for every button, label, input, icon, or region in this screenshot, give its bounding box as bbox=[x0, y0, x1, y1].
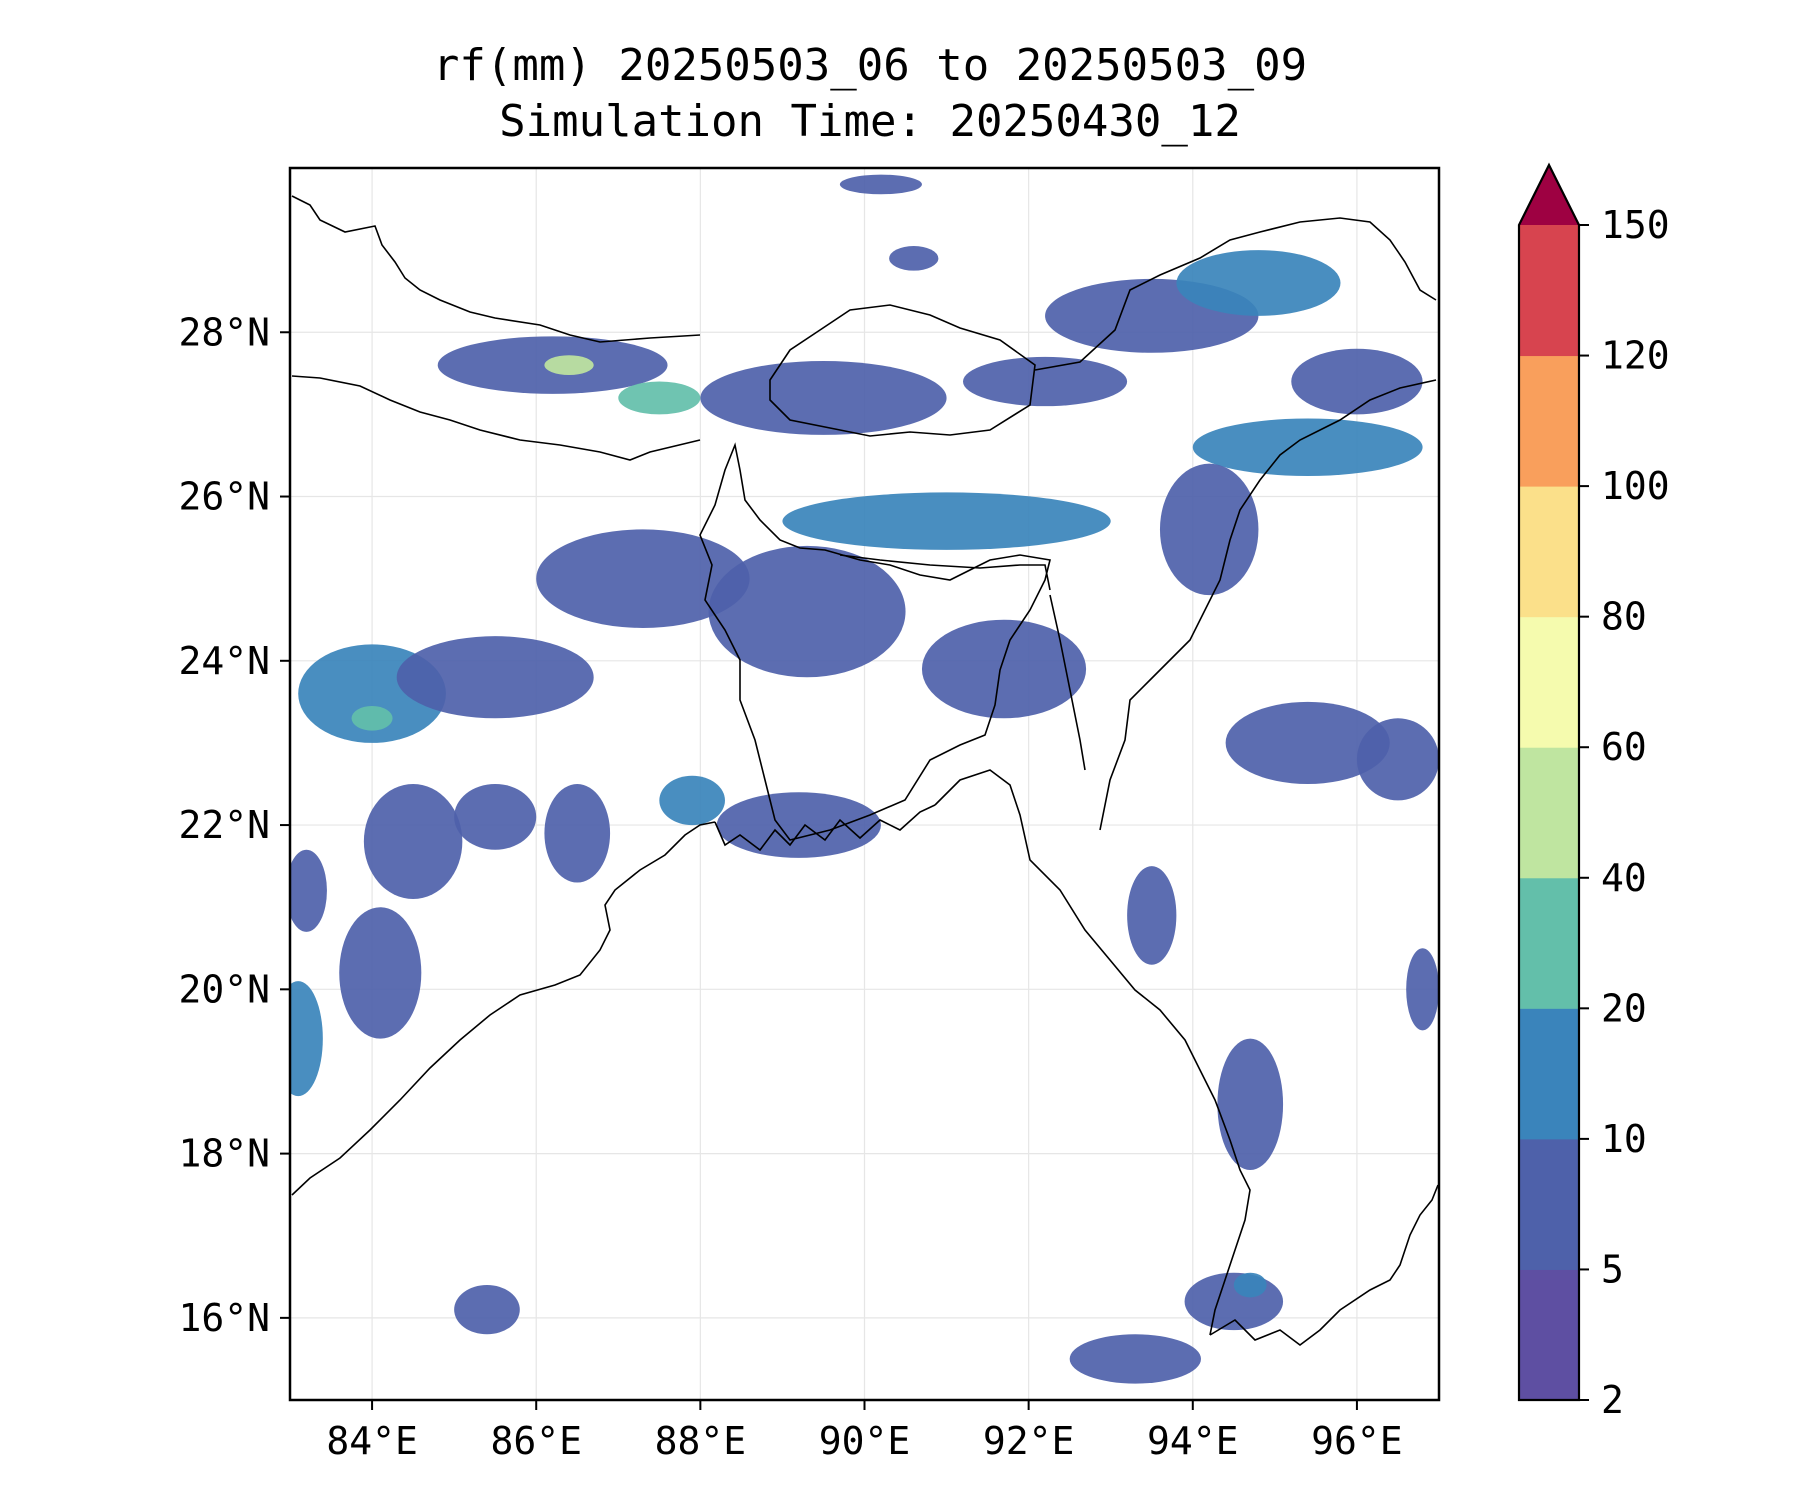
coastline-tripura bbox=[1049, 594, 1086, 771]
rain-cell bbox=[1159, 463, 1259, 596]
rain-cell bbox=[1127, 866, 1177, 965]
colorbar-tick-label: 2 bbox=[1601, 1378, 1624, 1422]
colorbar-segment bbox=[1519, 355, 1579, 487]
lon-tick-label: 86°E bbox=[490, 1419, 582, 1463]
rain-cell bbox=[1406, 948, 1439, 1031]
lat-tick-label: 24°N bbox=[178, 639, 270, 683]
rain-cell bbox=[339, 907, 422, 1039]
rain-cell bbox=[1192, 418, 1423, 476]
coastline-myanmar bbox=[934, 769, 1251, 1336]
rain-cell bbox=[536, 529, 750, 628]
rain-cell bbox=[454, 1285, 520, 1335]
colorbar: 2 5 10 20 40 60 80 100 120 150 bbox=[1517, 162, 1670, 1422]
colorbar-segment bbox=[1519, 1138, 1579, 1270]
coastline-sundarbans bbox=[714, 804, 936, 852]
coastline-india-east bbox=[291, 821, 716, 1196]
lon-tick-label: 94°E bbox=[1147, 1419, 1239, 1463]
colorbar-frame bbox=[1517, 162, 1581, 1402]
rain-cell bbox=[396, 636, 594, 719]
coastline-nepal-south bbox=[291, 375, 701, 461]
colorbar-tick-label: 150 bbox=[1601, 203, 1670, 247]
colorbar-tick-label: 10 bbox=[1601, 1117, 1647, 1161]
rain-cell bbox=[1356, 718, 1439, 801]
rain-cell bbox=[1176, 250, 1341, 316]
lon-tick-label: 88°E bbox=[655, 1419, 747, 1463]
colorbar-tick-label: 40 bbox=[1601, 856, 1647, 900]
rain-cell bbox=[1069, 1334, 1201, 1384]
lat-tick-label: 28°N bbox=[178, 310, 270, 354]
title-line-2: Simulation Time: 20250430_12 bbox=[499, 96, 1241, 147]
longitude-ticks: 84°E 86°E 88°E 90°E 92°E 94°E 96°E bbox=[326, 1400, 1403, 1463]
rain-cell bbox=[454, 784, 537, 850]
latitude-ticks: 16°N 18°N 20°N 22°N 24°N 26°N 28°N bbox=[178, 310, 290, 1340]
colorbar-tick-label: 80 bbox=[1601, 595, 1647, 639]
colorbar-segment bbox=[1519, 747, 1579, 879]
rain-cell bbox=[363, 784, 463, 899]
colorbar-extend-arrow bbox=[1519, 165, 1579, 225]
rain-cell bbox=[659, 775, 725, 826]
rain-cell bbox=[782, 492, 1111, 550]
rain-cell bbox=[716, 792, 881, 858]
rain-cell bbox=[708, 545, 906, 678]
rain-cell bbox=[1217, 1038, 1284, 1171]
lon-tick-label: 96°E bbox=[1311, 1419, 1403, 1463]
rain-cell bbox=[544, 355, 594, 375]
colorbar-segment bbox=[1519, 1008, 1579, 1140]
lat-tick-label: 22°N bbox=[178, 803, 270, 847]
lat-tick-label: 20°N bbox=[178, 967, 270, 1011]
rainfall-field bbox=[290, 174, 1439, 1384]
rain-cell bbox=[1233, 1272, 1267, 1298]
colorbar-segment bbox=[1519, 877, 1579, 1009]
coastline-ne-north bbox=[1034, 217, 1437, 371]
coastline-nepal-north bbox=[291, 195, 701, 343]
coastline-myanmar-india-border bbox=[1099, 379, 1437, 831]
colorbar-segment bbox=[1519, 616, 1579, 748]
coastline-bhutan bbox=[769, 304, 1036, 437]
lat-tick-label: 18°N bbox=[178, 1132, 270, 1176]
rain-cell bbox=[290, 981, 323, 1097]
rain-cell bbox=[839, 174, 922, 195]
map-title: rf(mm) 20250503_06 to 20250503_09 Simula… bbox=[290, 38, 1450, 150]
rain-cell bbox=[351, 705, 393, 731]
colorbar-segment bbox=[1519, 486, 1579, 618]
rain-cell bbox=[290, 849, 327, 932]
colorbar-segment bbox=[1519, 225, 1579, 357]
lat-tick-label: 16°N bbox=[178, 1296, 270, 1340]
rain-cell bbox=[1225, 701, 1390, 784]
lon-tick-label: 90°E bbox=[819, 1419, 911, 1463]
lon-tick-label: 84°E bbox=[326, 1419, 418, 1463]
lat-tick-label: 26°N bbox=[178, 475, 270, 519]
colorbar-tick-label: 120 bbox=[1601, 334, 1670, 378]
rain-cell bbox=[921, 619, 1087, 719]
rain-cell bbox=[544, 784, 611, 883]
colorbar-tick-label: 5 bbox=[1601, 1247, 1624, 1291]
coastline-myanmar-south bbox=[1209, 1184, 1439, 1346]
rain-cell bbox=[1291, 348, 1423, 415]
title-line-1: rf(mm) 20250503_06 to 20250503_09 bbox=[432, 40, 1308, 91]
rain-cell bbox=[618, 381, 701, 415]
rain-cell bbox=[700, 361, 947, 435]
colorbar-tick-label: 60 bbox=[1601, 725, 1647, 769]
coastlines bbox=[291, 195, 1439, 1346]
coastline-bangladesh bbox=[699, 442, 1051, 841]
colorbar-tick-label: 20 bbox=[1601, 986, 1647, 1030]
colorbar-segment bbox=[1519, 1269, 1579, 1401]
coastline-meghalaya bbox=[839, 554, 1051, 591]
lon-tick-label: 92°E bbox=[983, 1419, 1075, 1463]
colorbar-tick-label: 100 bbox=[1601, 464, 1670, 508]
rain-cell bbox=[889, 246, 939, 271]
rain-cell bbox=[962, 356, 1128, 407]
